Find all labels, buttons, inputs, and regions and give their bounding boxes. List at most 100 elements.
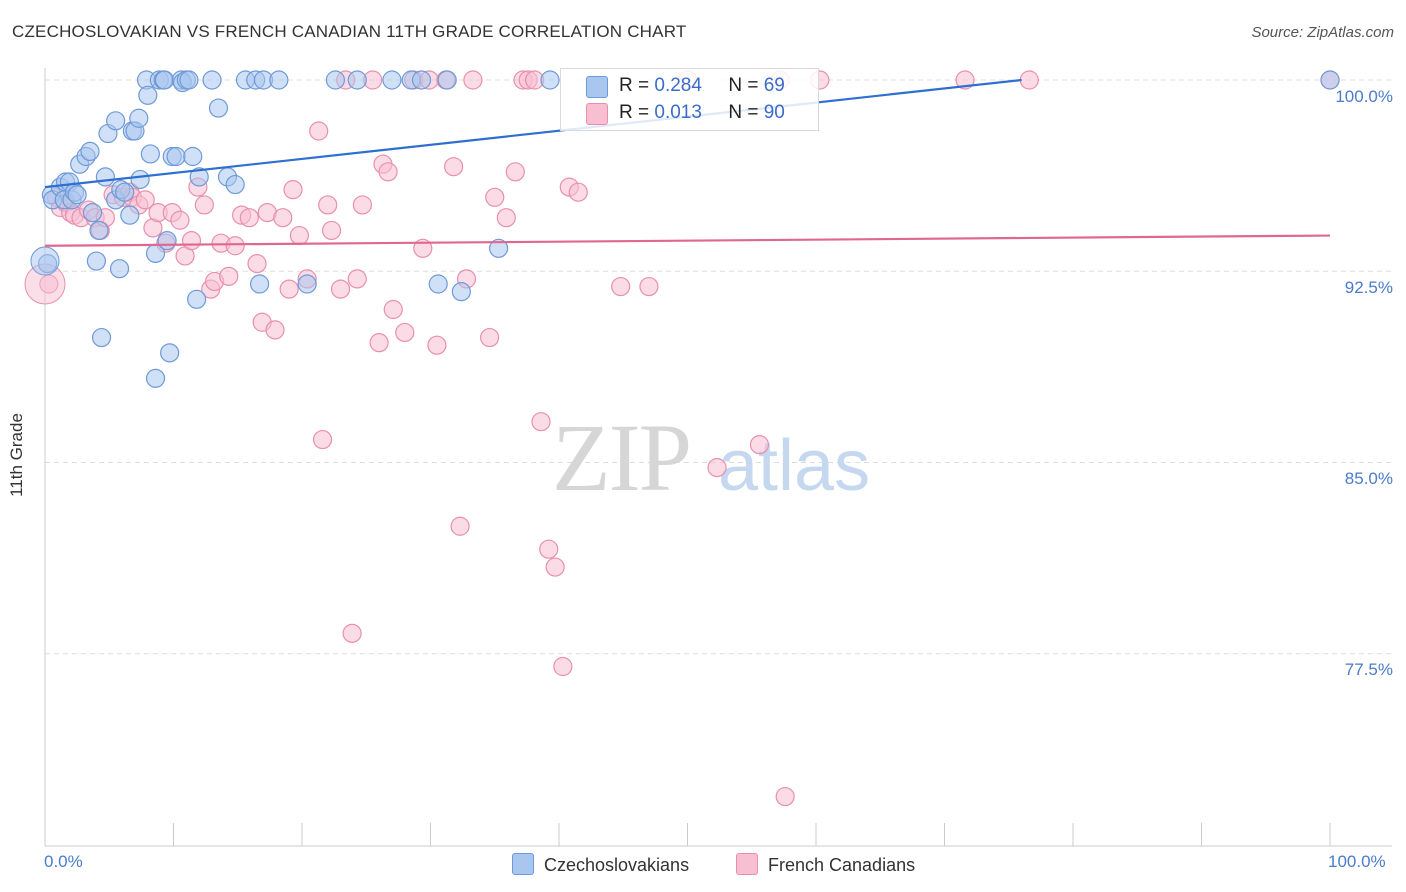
data-point [135, 190, 155, 210]
data-point [485, 187, 505, 207]
data-point [219, 266, 239, 286]
data-point [342, 623, 362, 643]
data-point [297, 274, 317, 294]
legend-item-french-canadians[interactable]: French Canadians [736, 853, 915, 876]
grid-lines [45, 79, 1392, 655]
n-label: N = [728, 102, 759, 123]
n-value: 69 [763, 75, 785, 96]
data-point [321, 220, 342, 241]
data-point [225, 174, 245, 195]
data-point [540, 70, 560, 90]
legend-item-czechoslovakians[interactable]: Czechoslovakians [512, 853, 689, 876]
data-point [1019, 70, 1039, 90]
data-point [95, 167, 115, 187]
data-point [30, 246, 60, 276]
data-point [382, 70, 402, 90]
data-point [208, 98, 229, 118]
data-point [283, 180, 303, 200]
data-point [611, 276, 631, 297]
data-point [749, 435, 770, 455]
data-point [130, 169, 150, 190]
data-point [289, 225, 310, 246]
legend-swatch-blue [586, 76, 608, 98]
data-point [428, 274, 448, 294]
data-point [109, 259, 130, 279]
data-point [89, 220, 109, 241]
stats-legend: R = 0.284 N = 69 R = 0.013 N = 90 [560, 68, 819, 131]
data-point [82, 203, 103, 223]
data-point [553, 656, 573, 677]
legend-label: French Canadians [768, 855, 916, 875]
data-point [378, 162, 398, 182]
watermark-atlas: atlas [718, 426, 870, 506]
x-tick-label: 100.0% [1328, 852, 1386, 871]
data-point [145, 368, 166, 388]
data-point [106, 111, 126, 131]
data-point [347, 269, 367, 289]
data-point [187, 289, 207, 309]
data-point [202, 70, 222, 90]
data-point [67, 185, 87, 205]
data-point [269, 70, 289, 90]
data-point [154, 70, 175, 90]
data-point [325, 70, 346, 90]
data-point [411, 70, 432, 90]
data-point [120, 205, 140, 225]
data-point [955, 70, 975, 90]
n-value: 90 [763, 102, 785, 123]
data-point [395, 322, 415, 343]
series-czechoslovakians [30, 70, 1340, 388]
y-tick-label: 92.5% [1344, 278, 1393, 297]
data-point [249, 274, 270, 294]
data-point [707, 458, 727, 478]
data-point [450, 516, 470, 536]
data-point [545, 557, 565, 577]
data-point [225, 236, 245, 256]
trend-lines [44, 78, 1331, 247]
legend-swatch-pink [736, 853, 758, 875]
data-point [279, 279, 299, 299]
data-point [330, 279, 351, 299]
data-point [160, 343, 180, 363]
x-tick-label: 0.0% [44, 852, 83, 871]
y-tick-label: 85.0% [1344, 469, 1393, 488]
y-tick-label: 77.5% [1344, 660, 1393, 679]
y-tick-label: 100.0% [1335, 87, 1393, 106]
data-point [273, 208, 293, 228]
r-label: R = [619, 75, 650, 96]
data-point [451, 282, 471, 302]
watermark: ZIP atlas [552, 404, 870, 511]
r-value: 0.284 [654, 75, 702, 96]
data-point [505, 162, 525, 182]
data-point [265, 320, 285, 340]
data-point [531, 412, 551, 432]
data-point [437, 70, 457, 90]
data-point [115, 182, 135, 202]
legend-swatch-pink [586, 103, 608, 125]
data-point [194, 195, 214, 215]
data-point [129, 108, 149, 128]
trend-line-czechoslovakians [44, 78, 1022, 189]
r-value: 0.013 [654, 102, 702, 123]
data-point [539, 539, 559, 559]
data-point [179, 70, 199, 90]
data-point [166, 146, 186, 167]
data-point [427, 335, 447, 355]
data-point [1320, 70, 1340, 90]
data-point [480, 327, 500, 348]
data-point [352, 195, 372, 215]
data-point [639, 276, 659, 297]
data-point [369, 333, 389, 353]
data-point [318, 195, 338, 215]
chart-title: CZECHOSLOVAKIAN VS FRENCH CANADIAN 11TH … [12, 22, 687, 41]
data-point [775, 786, 795, 807]
data-point [383, 299, 403, 320]
data-point [463, 70, 483, 90]
data-point [239, 208, 259, 228]
data-point [140, 144, 160, 164]
n-label: N = [728, 75, 759, 96]
source-label: Source: ZipAtlas.com [1251, 24, 1394, 41]
data-point [496, 208, 516, 228]
data-point [138, 85, 158, 105]
